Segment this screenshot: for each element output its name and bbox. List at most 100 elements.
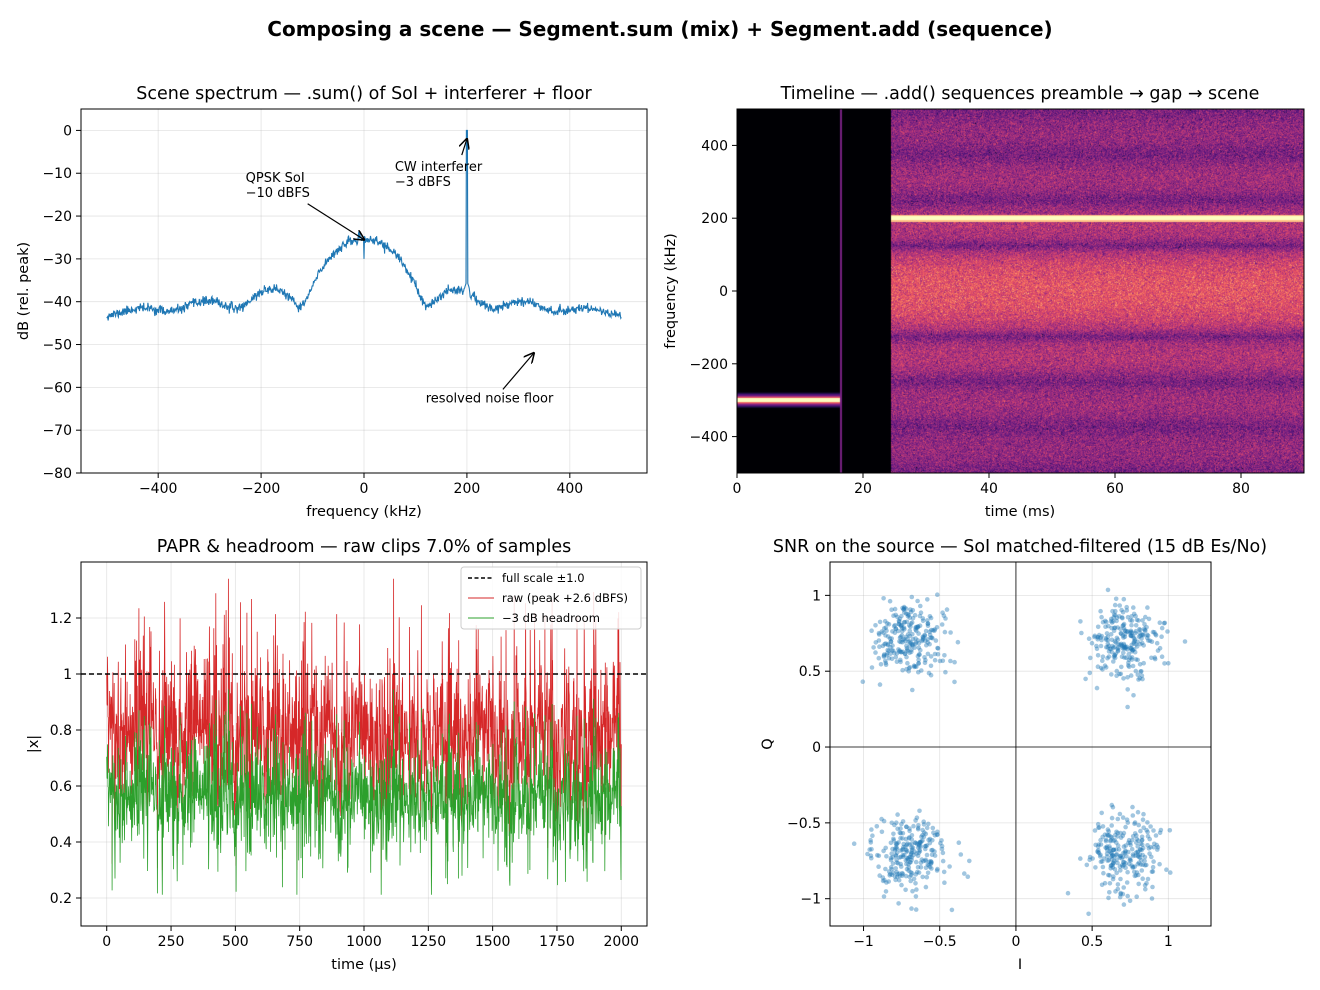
constellation-point (1151, 845, 1156, 850)
constellation-point (1111, 860, 1116, 866)
constellation-point (880, 875, 886, 880)
constellation-point (869, 628, 874, 633)
constellation-point (1135, 853, 1141, 859)
constellation-point (893, 877, 898, 883)
spectrum-title: Scene spectrum — .sum() of SoI + interfe… (136, 84, 592, 104)
constellation-point (1120, 615, 1125, 621)
constellation-point (1111, 847, 1117, 853)
constellation-point (895, 861, 901, 866)
constellation-point (1135, 809, 1141, 815)
constellation-point (1095, 844, 1101, 849)
spectrum-ytick-label: −10 (42, 166, 72, 182)
papr-xtick-label: 750 (286, 934, 313, 950)
constellation-point (1117, 855, 1123, 860)
constellation-point (923, 844, 928, 849)
legend-box (460, 566, 642, 630)
constellation-point (952, 659, 957, 665)
constellation-point (897, 648, 902, 653)
constellation-point (901, 636, 907, 642)
constellation-point (874, 824, 880, 829)
constellation-point (1134, 644, 1140, 649)
constellation-point (1115, 816, 1121, 822)
constellation-point (868, 853, 874, 858)
constellation-point (1122, 631, 1128, 637)
constellation-point (1109, 854, 1114, 859)
constellation-point (913, 627, 918, 632)
constellation-point (910, 845, 916, 851)
constellation-point (1105, 634, 1111, 640)
constellation-point (1110, 847, 1116, 853)
constellation-point (1130, 813, 1136, 818)
constellation-point (913, 625, 918, 630)
constellation-point (1129, 649, 1135, 654)
constellation-point (894, 857, 899, 863)
constellation-point (1106, 643, 1112, 649)
constellation-point (920, 874, 925, 880)
constellation-point (927, 840, 933, 846)
constellation-point (898, 657, 903, 663)
constellation-point (907, 874, 912, 880)
constellation-point (1130, 647, 1135, 653)
constellation-point (1109, 625, 1114, 631)
spectrum-annotation-text: resolved noise floor (426, 391, 554, 406)
constellation-point (1138, 633, 1143, 639)
constellation-point (889, 872, 895, 878)
constellation-point (1129, 614, 1134, 619)
constellation-point (920, 827, 925, 833)
spectrum-grid (81, 109, 647, 474)
constellation-point (918, 610, 924, 615)
constellation-point (899, 626, 905, 631)
constellation-point (1120, 854, 1126, 860)
constellation-point (1140, 845, 1146, 851)
constellation-point (1133, 613, 1138, 619)
constellation-point (1113, 832, 1118, 838)
constellation-point (1129, 837, 1135, 843)
constellation-point (1138, 862, 1143, 867)
constellation-point (914, 815, 920, 820)
constellation-point (909, 833, 915, 838)
constellation-xtick-label: −1 (853, 934, 874, 950)
constellation-point (913, 640, 919, 645)
spectrum-panel: Scene spectrum — .sum() of SoI + interfe… (16, 84, 648, 520)
constellation-point (1110, 804, 1116, 810)
constellation-point (1125, 647, 1130, 652)
constellation-point (876, 638, 882, 643)
constellation-point (905, 632, 911, 637)
constellation-point (1155, 845, 1161, 850)
constellation-point (1135, 850, 1141, 855)
spectrum-xtick-label: 400 (556, 481, 583, 497)
constellation-point (1115, 830, 1120, 836)
constellation-point (898, 624, 904, 629)
constellation-point (870, 833, 875, 838)
constellation-point (958, 852, 964, 857)
constellation-point (1133, 628, 1139, 634)
constellation-point (1129, 655, 1135, 660)
constellation-point (915, 625, 920, 631)
constellation-point (908, 639, 913, 644)
constellation-point (1099, 637, 1104, 643)
constellation-point (1120, 864, 1126, 869)
constellation-point (1128, 842, 1133, 848)
constellation-point (898, 864, 904, 869)
constellation-point (1128, 645, 1134, 651)
constellation-point (1148, 844, 1153, 850)
constellation-point (908, 609, 914, 615)
constellation-point (1126, 840, 1131, 845)
papr-ytick-label: 0.4 (50, 835, 72, 851)
constellation-point (934, 832, 940, 838)
constellation-point (942, 880, 947, 885)
constellation-point (1147, 638, 1153, 643)
constellation-point (1140, 876, 1145, 881)
constellation-point (1125, 629, 1130, 634)
constellation-point (891, 613, 896, 618)
constellation-point (1106, 895, 1111, 901)
constellation-point (894, 844, 899, 850)
constellation-point (1111, 615, 1116, 620)
constellation-point (885, 647, 890, 653)
constellation-point (868, 837, 873, 843)
constellation-point (930, 825, 936, 831)
constellation-point (1104, 619, 1109, 625)
constellation-point (1109, 802, 1115, 808)
constellation-point (1110, 876, 1116, 882)
constellation-point (882, 877, 887, 883)
